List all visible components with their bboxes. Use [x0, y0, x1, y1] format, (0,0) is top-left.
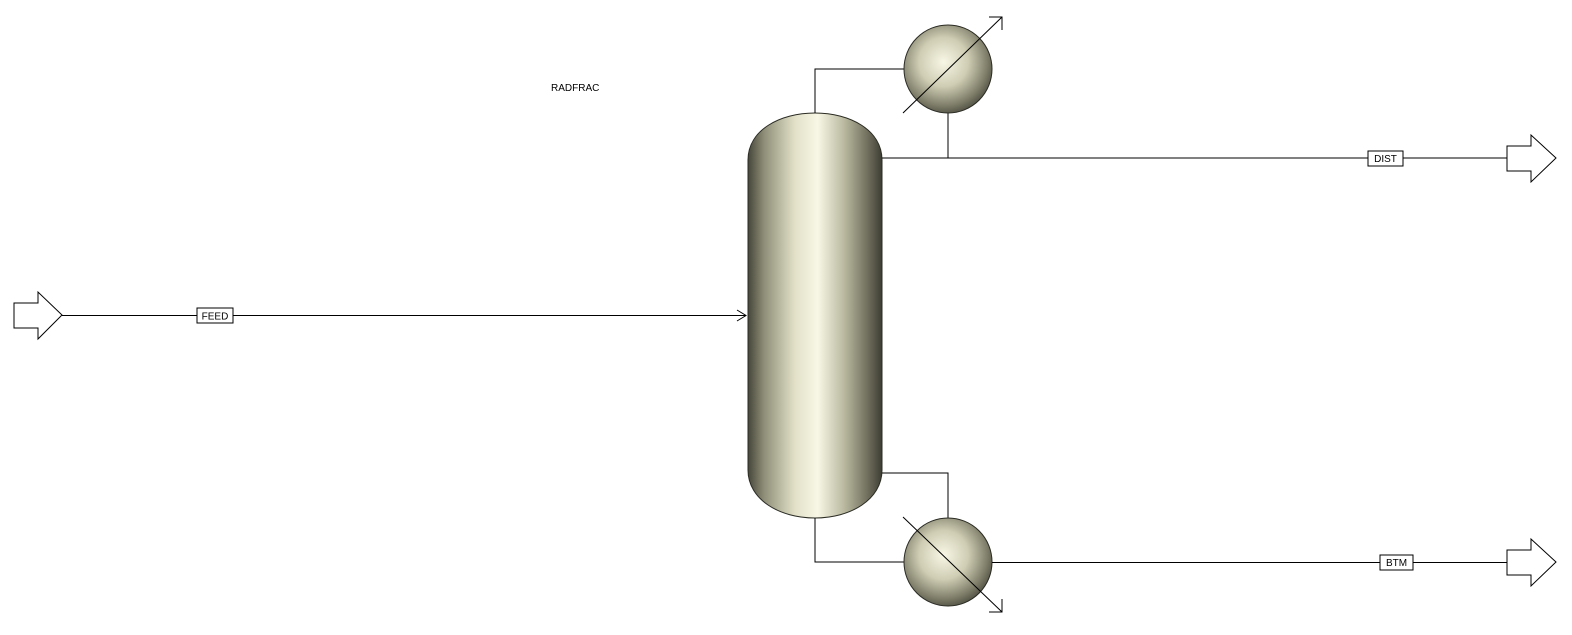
dist-stream-tag[interactable]: [1367, 150, 1404, 167]
distillation-column[interactable]: [747, 112, 883, 519]
feed-arrowhead-icon: [736, 309, 747, 322]
condenser-exchanger-arrow-icon: [902, 16, 1003, 114]
block-label: RADFRAC: [551, 83, 599, 94]
btm-port-arrow-icon[interactable]: [1506, 537, 1557, 588]
feed-stream-tag[interactable]: [196, 307, 234, 324]
reboiler-arrowhead-icon: [989, 599, 1003, 613]
reboiler-exchanger-arrow-icon: [902, 516, 1003, 613]
feed-port-arrow-icon[interactable]: [13, 290, 63, 341]
reboiler-inlet-line[interactable]: [882, 472, 949, 518]
condenser-arrowhead-icon: [989, 16, 1003, 30]
dist-port-arrow-icon[interactable]: [1506, 133, 1557, 184]
overhead-vapor-line[interactable]: [814, 68, 904, 113]
boilup-return-line[interactable]: [814, 518, 904, 563]
dist-stream-label: DIST: [1374, 154, 1397, 165]
feed-stream-label: FEED: [202, 312, 229, 323]
btm-stream-label: BTM: [1386, 558, 1407, 569]
btm-stream-tag[interactable]: [1379, 554, 1414, 571]
